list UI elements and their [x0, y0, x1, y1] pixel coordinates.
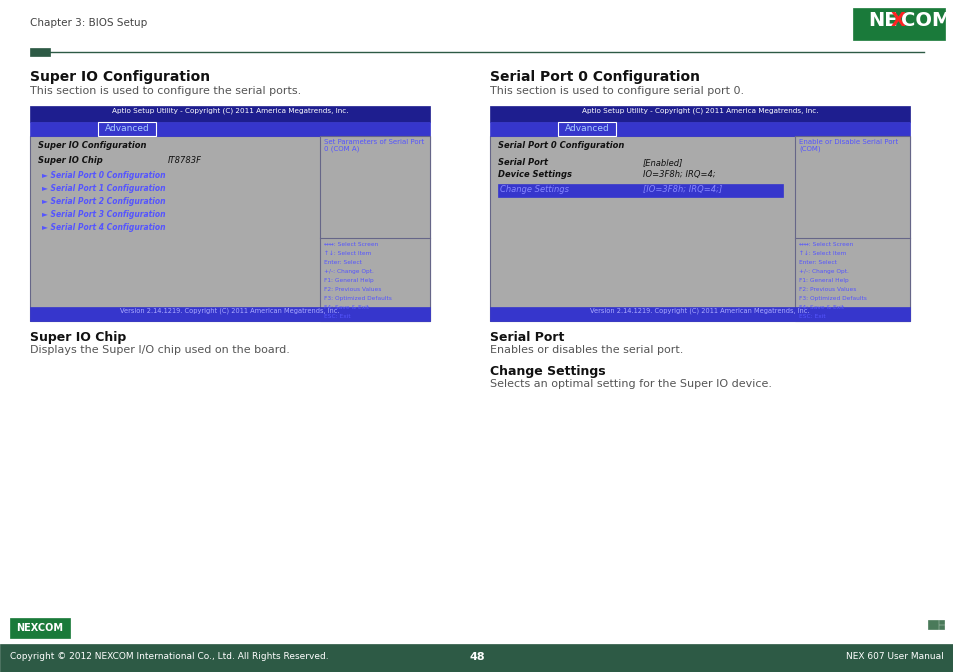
Text: Super IO Chip: Super IO Chip [38, 156, 103, 165]
Text: 48: 48 [469, 652, 484, 662]
Bar [98, 122, 156, 136]
Text: Change Settings: Change Settings [490, 365, 605, 378]
Bar [30, 48, 50, 56]
Bar [30, 122, 430, 136]
Text: Super IO Configuration: Super IO Configuration [38, 141, 147, 150]
Bar [30, 106, 430, 122]
Text: F3: Optimized Defaults: F3: Optimized Defaults [324, 296, 392, 301]
Text: This section is used to configure serial port 0.: This section is used to configure serial… [490, 86, 743, 96]
Text: Serial Port 0 Configuration: Serial Port 0 Configuration [497, 141, 623, 150]
Text: Change Settings: Change Settings [499, 185, 568, 194]
Text: Selects an optimal setting for the Super IO device.: Selects an optimal setting for the Super… [490, 379, 771, 389]
Text: Device Settings: Device Settings [497, 170, 572, 179]
Text: IT8783F: IT8783F [168, 156, 202, 165]
Text: Copyright © 2012 NEXCOM International Co., Ltd. All Rights Reserved.: Copyright © 2012 NEXCOM International Co… [10, 652, 328, 661]
Text: ► Serial Port 0 Configuration: ► Serial Port 0 Configuration [42, 171, 165, 180]
Bar [938, 625, 943, 629]
Text: Super IO Chip: Super IO Chip [30, 331, 126, 344]
Text: IO=3F8h; IRQ=4;: IO=3F8h; IRQ=4; [642, 170, 715, 179]
Text: This section is used to configure the serial ports.: This section is used to configure the se… [30, 86, 301, 96]
Text: F2: Previous Values: F2: Previous Values [799, 287, 856, 292]
Bar [558, 122, 616, 136]
Text: Enter: Select: Enter: Select [799, 260, 836, 265]
Text: F3: Optimized Defaults: F3: Optimized Defaults [799, 296, 866, 301]
Text: ↑↓: Select Item: ↑↓: Select Item [799, 251, 845, 256]
Bar [490, 122, 909, 136]
Text: ↑↓: Select Item: ↑↓: Select Item [324, 251, 371, 256]
Text: ↔↔: Select Screen: ↔↔: Select Screen [324, 242, 377, 247]
Bar [794, 136, 909, 321]
Text: F4: Save & Exit: F4: Save & Exit [324, 305, 369, 310]
Text: F1: General Help: F1: General Help [324, 278, 374, 283]
Text: NEXCOM: NEXCOM [16, 623, 64, 633]
Text: +/-: Change Opt.: +/-: Change Opt. [799, 269, 848, 274]
Text: ↔↔: Select Screen: ↔↔: Select Screen [799, 242, 852, 247]
Text: ► Serial Port 1 Configuration: ► Serial Port 1 Configuration [42, 184, 165, 193]
Text: NE: NE [867, 11, 897, 30]
Text: COM: COM [900, 11, 950, 30]
Bar [490, 307, 909, 321]
Bar [319, 136, 430, 321]
Text: Version 2.14.1219. Copyright (C) 2011 American Megatrends, Inc.: Version 2.14.1219. Copyright (C) 2011 Am… [120, 308, 339, 314]
Text: Set Parameters of Serial Port
0 (COM A): Set Parameters of Serial Port 0 (COM A) [324, 139, 424, 153]
Text: ► Serial Port 4 Configuration: ► Serial Port 4 Configuration [42, 223, 165, 232]
Bar [30, 307, 430, 321]
Text: Serial Port: Serial Port [497, 158, 547, 167]
Text: Serial Port: Serial Port [490, 331, 564, 344]
Text: Version 2.14.1219. Copyright (C) 2011 American Megatrends, Inc.: Version 2.14.1219. Copyright (C) 2011 Am… [590, 308, 809, 314]
Bar [30, 136, 430, 321]
Text: ESC: Exit: ESC: Exit [324, 314, 351, 319]
Text: Chapter 3: BIOS Setup: Chapter 3: BIOS Setup [30, 18, 147, 28]
Text: F4: Save & Exit: F4: Save & Exit [799, 305, 843, 310]
Bar [852, 8, 944, 40]
Bar [927, 620, 937, 629]
Text: F2: Previous Values: F2: Previous Values [324, 287, 381, 292]
Text: X: X [890, 11, 905, 30]
Bar [0, 644, 953, 672]
Text: NEX 607 User Manual: NEX 607 User Manual [845, 652, 943, 661]
Text: Advanced: Advanced [564, 124, 609, 133]
Text: Aptio Setup Utility - Copyright (C) 2011 America Megatrends, Inc.: Aptio Setup Utility - Copyright (C) 2011… [112, 108, 348, 114]
Text: Serial Port 0 Configuration: Serial Port 0 Configuration [490, 70, 700, 84]
Text: Enables or disables the serial port.: Enables or disables the serial port. [490, 345, 682, 355]
Text: +/-: Change Opt.: +/-: Change Opt. [324, 269, 374, 274]
Text: Enable or Disable Serial Port
(COM): Enable or Disable Serial Port (COM) [799, 139, 897, 153]
Text: Super IO Configuration: Super IO Configuration [30, 70, 210, 84]
Text: Advanced: Advanced [105, 124, 150, 133]
Text: F1: General Help: F1: General Help [799, 278, 848, 283]
Bar [10, 618, 70, 638]
Text: Enter: Select: Enter: Select [324, 260, 361, 265]
Bar [938, 620, 943, 624]
Bar [490, 106, 909, 122]
Text: [Enabled]: [Enabled] [642, 158, 682, 167]
Text: Aptio Setup Utility - Copyright (C) 2011 America Megatrends, Inc.: Aptio Setup Utility - Copyright (C) 2011… [581, 108, 818, 114]
Text: Displays the Super I/O chip used on the board.: Displays the Super I/O chip used on the … [30, 345, 290, 355]
Bar [490, 136, 909, 321]
Text: ► Serial Port 3 Configuration: ► Serial Port 3 Configuration [42, 210, 165, 219]
Text: [IO=3F8h; IRQ=4;]: [IO=3F8h; IRQ=4;] [642, 185, 721, 194]
Bar [497, 184, 782, 197]
Text: ESC: Exit: ESC: Exit [799, 314, 824, 319]
Text: ► Serial Port 2 Configuration: ► Serial Port 2 Configuration [42, 197, 165, 206]
